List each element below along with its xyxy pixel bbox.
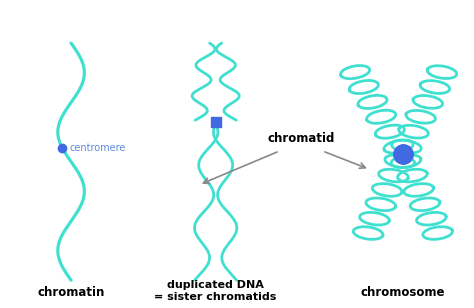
Text: chromosome: chromosome	[361, 286, 445, 299]
Text: chromatin: chromatin	[37, 286, 105, 299]
Text: chromatid: chromatid	[267, 132, 335, 145]
Text: centromere: centromere	[69, 143, 126, 153]
Text: duplicated DNA
= sister chromatids: duplicated DNA = sister chromatids	[155, 280, 277, 302]
